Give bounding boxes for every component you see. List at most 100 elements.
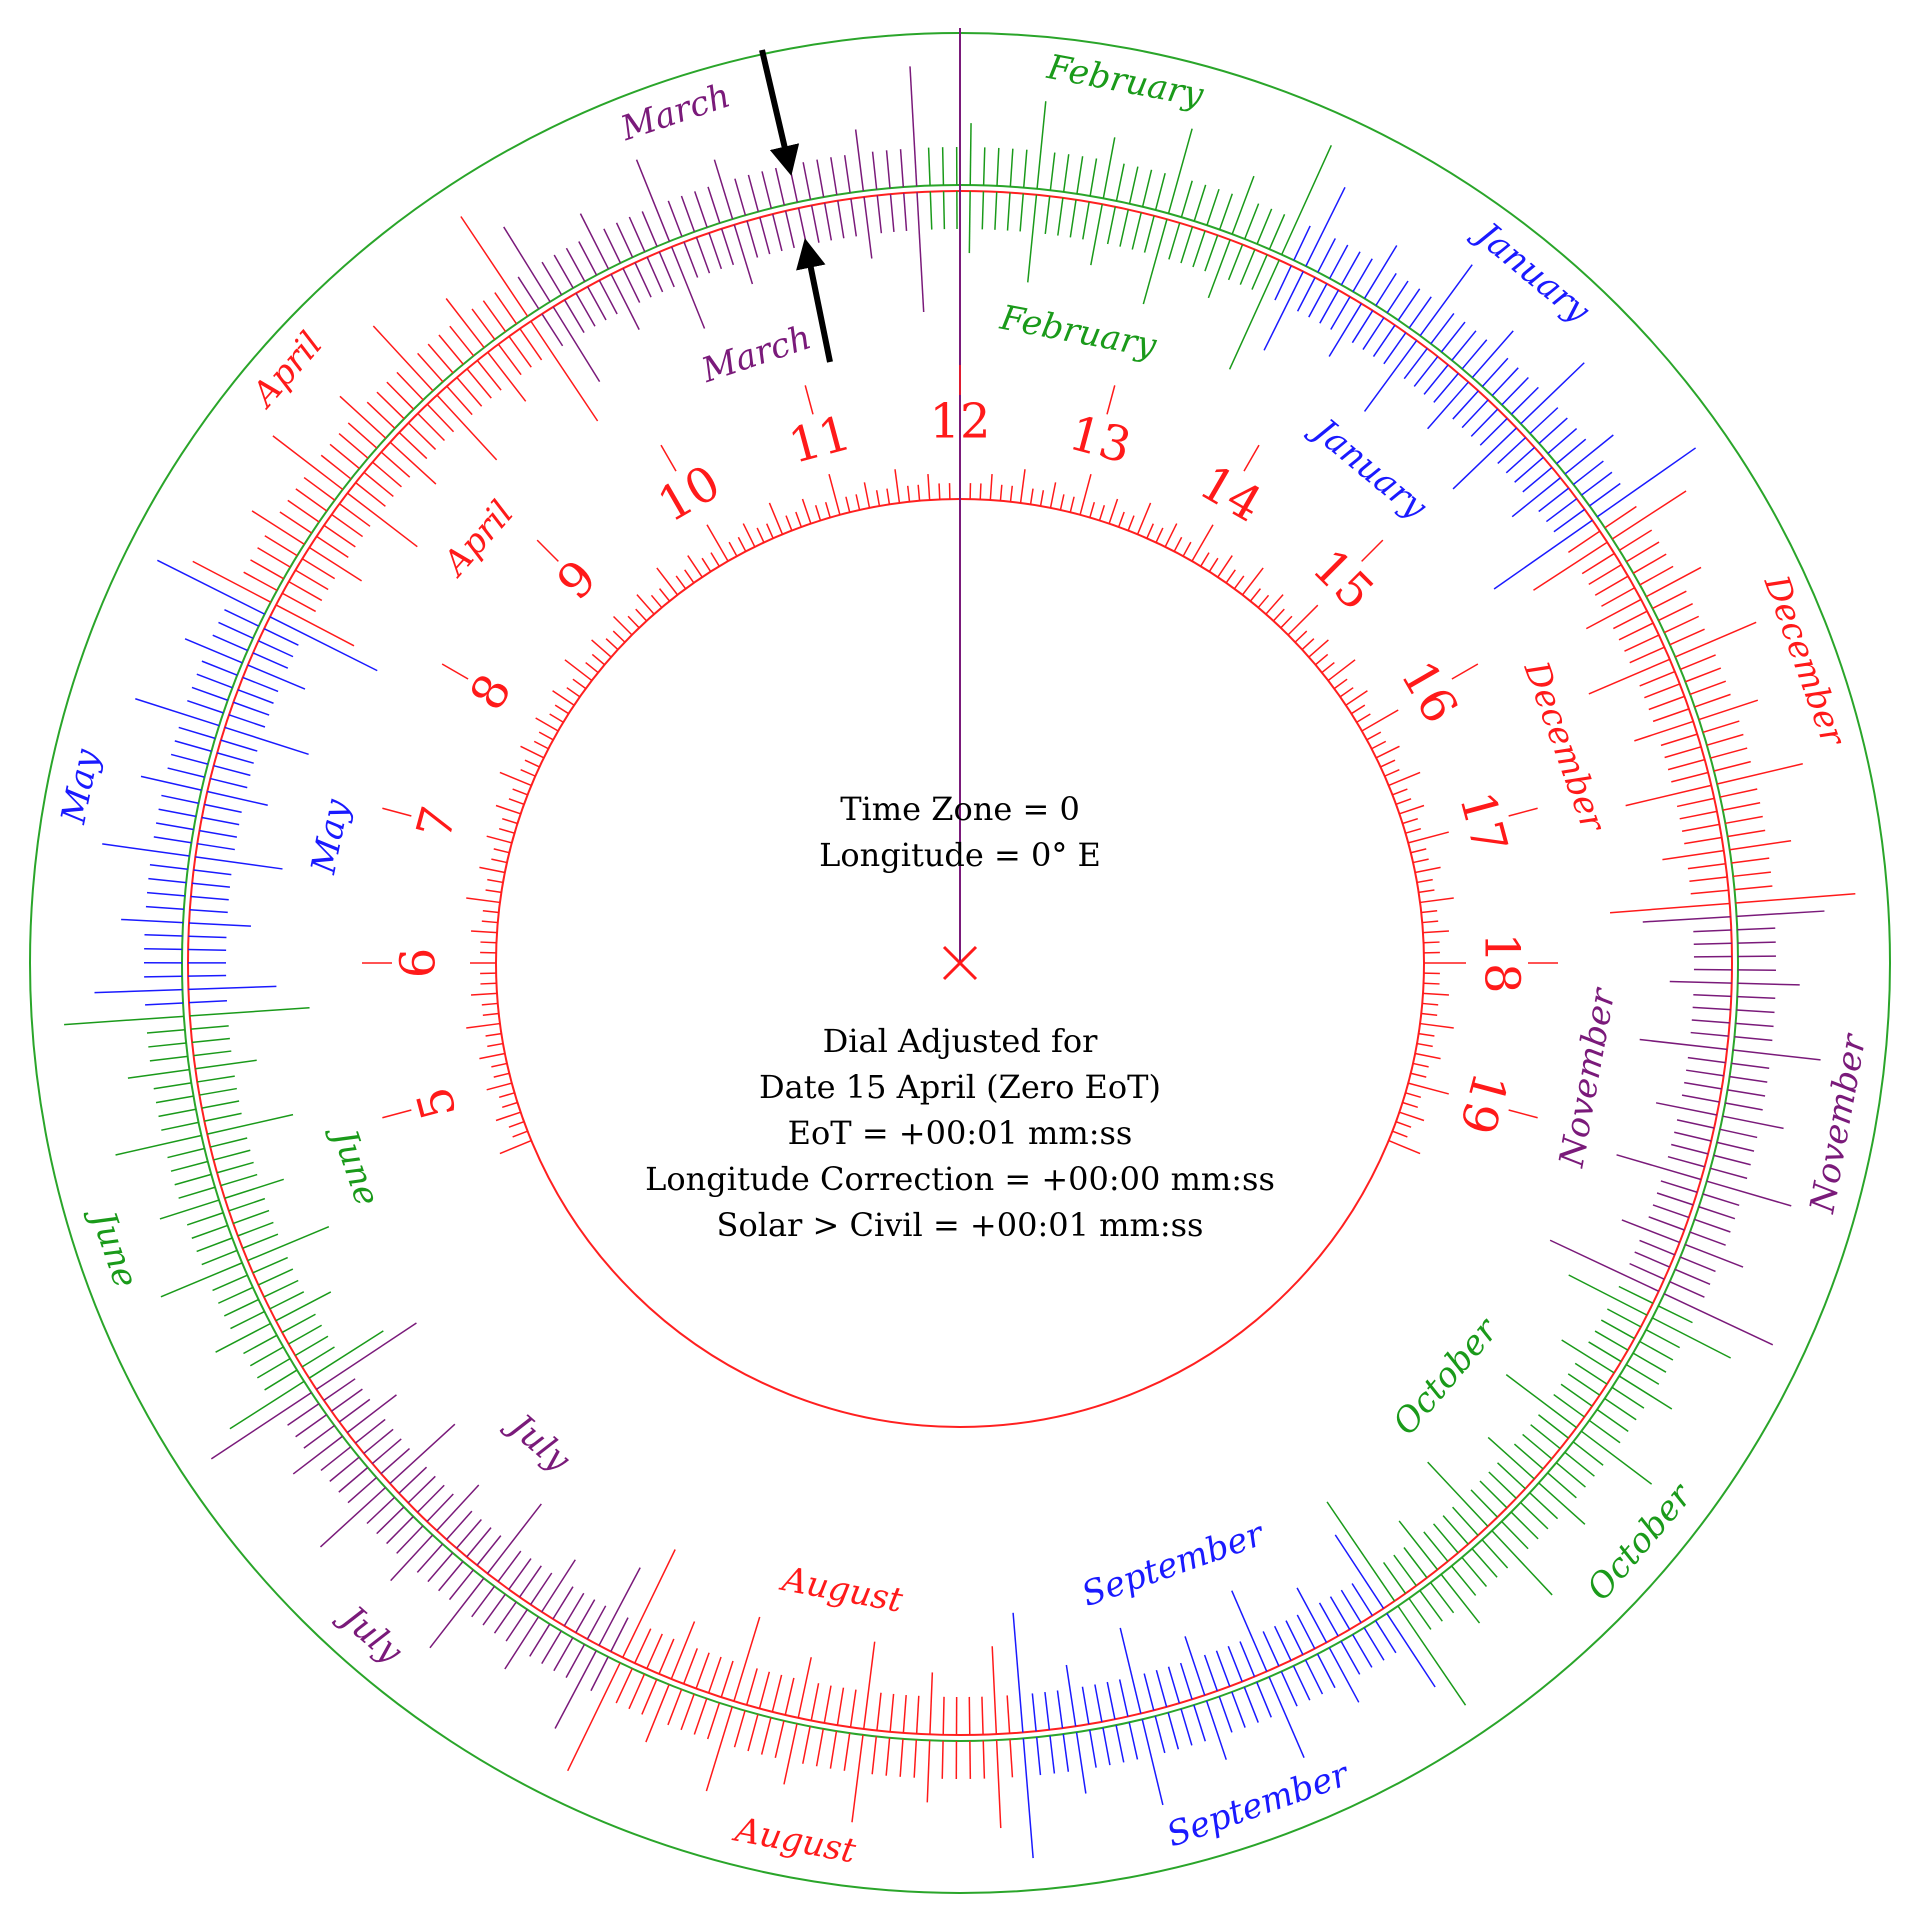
month-tick-outer: [554, 1650, 597, 1729]
month-tick-inner: [389, 441, 437, 485]
month-tick-outer: [135, 698, 220, 727]
month-tick-outer: [1611, 490, 1687, 540]
month-tick-inner: [1674, 1131, 1712, 1142]
month-tick-outer: [1062, 1734, 1070, 1772]
month-tick-inner: [195, 856, 283, 870]
month-tick-outer: [504, 1616, 540, 1670]
month-tick-inner: [1625, 784, 1712, 807]
month-tick-outer: [201, 660, 238, 676]
month-tick-outer: [303, 1424, 335, 1449]
hour-tick: [1371, 740, 1387, 750]
month-tick-inner: [1588, 1341, 1622, 1363]
month-tick-inner: [733, 1616, 761, 1702]
month-tick-outer: [146, 1028, 185, 1034]
month-tick-outer: [1645, 1329, 1681, 1349]
month-tick-inner: [1432, 1523, 1459, 1554]
month-tick-inner: [1655, 1102, 1718, 1116]
month-tick-outer: [1626, 541, 1660, 563]
month-tick-outer: [541, 1630, 562, 1665]
month-tick-outer: [170, 753, 209, 765]
month-tick-inner: [407, 422, 437, 451]
month-tick-inner: [216, 752, 254, 764]
month-tick-outer: [1501, 376, 1529, 406]
month-tick-outer: [1639, 1340, 1674, 1361]
hour-tick: [927, 474, 931, 501]
hour-tick: [795, 511, 803, 528]
hour-tick: [1419, 897, 1454, 904]
month-tick-outer: [1664, 615, 1700, 634]
month-tick-inner: [823, 1685, 832, 1724]
month-tick-outer: [272, 435, 344, 491]
hour-tick: [524, 759, 540, 768]
month-tick-inner: [850, 198, 858, 237]
month-label-inner: January: [1301, 407, 1434, 527]
month-tick-inner: [1119, 209, 1129, 247]
hour-number: 12: [929, 394, 990, 450]
month-tick-outer: [1049, 1735, 1056, 1774]
month-tick-outer: [734, 178, 747, 216]
month-tick-inner: [1664, 746, 1702, 759]
hour-number: 10: [649, 455, 730, 534]
month-tick-outer: [115, 1134, 202, 1156]
hour-tick: [1375, 745, 1400, 759]
month-label-inner: March: [696, 317, 816, 391]
month-label-outer: March: [615, 75, 735, 149]
month-tick-outer: [178, 726, 216, 740]
month-tick-inner: [1296, 1587, 1328, 1643]
month-tick-outer: [899, 1738, 904, 1777]
month-tick-inner: [436, 394, 498, 461]
month-tick-inner: [1648, 1216, 1685, 1231]
month-tick-outer: [1722, 801, 1761, 811]
month-tick-inner: [1687, 863, 1726, 870]
month-tick-inner: [575, 1599, 596, 1633]
month-label-outer: October: [1579, 1475, 1701, 1608]
month-tick-inner: [1065, 1664, 1077, 1727]
month-tick-outer: [1735, 1022, 1774, 1028]
hour-tick: [1019, 469, 1026, 504]
month-tick-inner: [1131, 212, 1142, 250]
month-tick-inner: [188, 985, 277, 991]
month-tick-outer: [372, 325, 434, 392]
hour-tick: [501, 1101, 518, 1109]
hour-tick: [658, 588, 671, 602]
month-tick-inner: [1690, 889, 1729, 895]
month-tick-inner: [1693, 929, 1732, 933]
hour-tick: [1388, 771, 1421, 787]
month-tick-outer: [1193, 184, 1207, 222]
month-tick-inner: [316, 535, 349, 558]
month-tick-inner: [199, 829, 238, 838]
month-tick-outer: [1180, 1708, 1193, 1746]
hour-tick: [1421, 1012, 1438, 1017]
hour-tick: [1405, 827, 1422, 834]
month-tick-inner: [1684, 1081, 1722, 1090]
month-tick-outer: [196, 673, 233, 689]
month-tick-outer: [145, 1002, 184, 1006]
month-tick-outer: [1206, 188, 1220, 226]
month-tick-outer: [802, 1726, 811, 1764]
month-tick-outer: [693, 191, 708, 228]
month-tick-inner: [1669, 980, 1732, 984]
hour-tick: [1200, 552, 1210, 567]
month-tick-outer: [1317, 238, 1336, 273]
month-tick-outer: [187, 699, 224, 714]
month-tick-outer: [167, 767, 205, 778]
month-tick-inner: [1296, 1614, 1316, 1650]
month-label-outer: May: [53, 745, 107, 827]
month-tick-inner: [416, 1484, 445, 1513]
hour-number: 14: [1190, 455, 1271, 534]
month-tick-outer: [140, 775, 202, 791]
month-tick-inner: [1600, 1319, 1635, 1340]
month-tick-outer: [396, 371, 424, 401]
hour-tick: [801, 498, 812, 524]
month-tick-outer: [1419, 264, 1473, 337]
month-tick-outer: [429, 1577, 485, 1649]
month-tick-inner: [889, 1693, 895, 1732]
month-tick-outer: [517, 276, 540, 310]
month-tick-outer: [460, 216, 529, 317]
hour-tick: [481, 1002, 498, 1006]
month-tick-inner: [1662, 849, 1724, 861]
month-tick-outer: [170, 1160, 208, 1172]
month-tick-outer: [603, 228, 622, 264]
hour-tick: [1399, 804, 1425, 815]
month-tick-inner: [836, 1687, 845, 1726]
